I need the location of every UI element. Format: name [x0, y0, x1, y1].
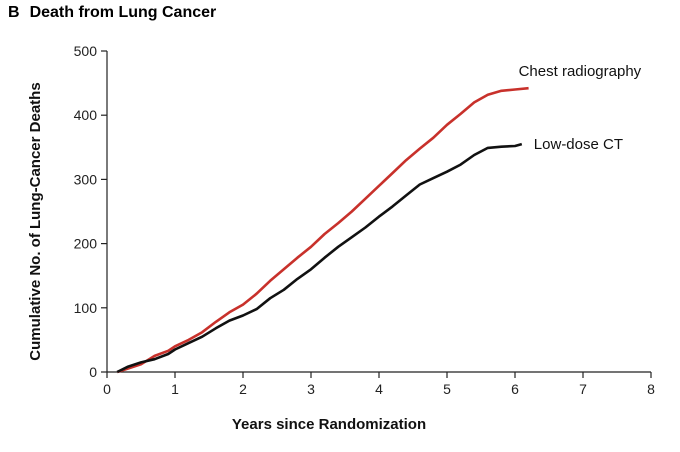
series-line-chest-radiography — [116, 86, 529, 374]
panel-letter: B — [8, 4, 20, 21]
series-label-chest-radiography: Chest radiography — [519, 63, 642, 80]
y-axis-title: Cumulative No. of Lung-Cancer Deaths — [27, 82, 44, 360]
series-lines: Chest radiography Low-dose CT — [116, 63, 642, 374]
x-axis-title: Years since Randomization — [232, 416, 426, 433]
x-tick-label: 4 — [375, 381, 383, 397]
x-tick-label: 6 — [511, 381, 519, 397]
x-tick-label: 2 — [239, 381, 247, 397]
series-line-low-dose-ct — [116, 142, 523, 374]
axes: 0 1 2 3 4 5 6 7 8 0 100 200 300 400 500 — [74, 43, 655, 397]
y-tick-label: 400 — [74, 107, 98, 123]
chart-title-text: Death from Lung Cancer — [29, 4, 217, 21]
y-tick-label: 300 — [74, 171, 98, 187]
x-tick-label: 0 — [103, 381, 111, 397]
y-tick-label: 0 — [89, 364, 97, 380]
x-tick-label: 3 — [307, 381, 315, 397]
x-tick-label: 5 — [443, 381, 451, 397]
series-label-low-dose-ct: Low-dose CT — [534, 136, 623, 153]
y-tick-label: 200 — [74, 236, 98, 252]
x-tick-label: 7 — [579, 381, 587, 397]
y-tick-label: 500 — [74, 43, 98, 59]
chart-title: B Death from Lung Cancer — [8, 4, 216, 22]
x-tick-label: 8 — [647, 381, 655, 397]
y-tick-label: 100 — [74, 300, 98, 316]
x-tick-label: 1 — [171, 381, 179, 397]
